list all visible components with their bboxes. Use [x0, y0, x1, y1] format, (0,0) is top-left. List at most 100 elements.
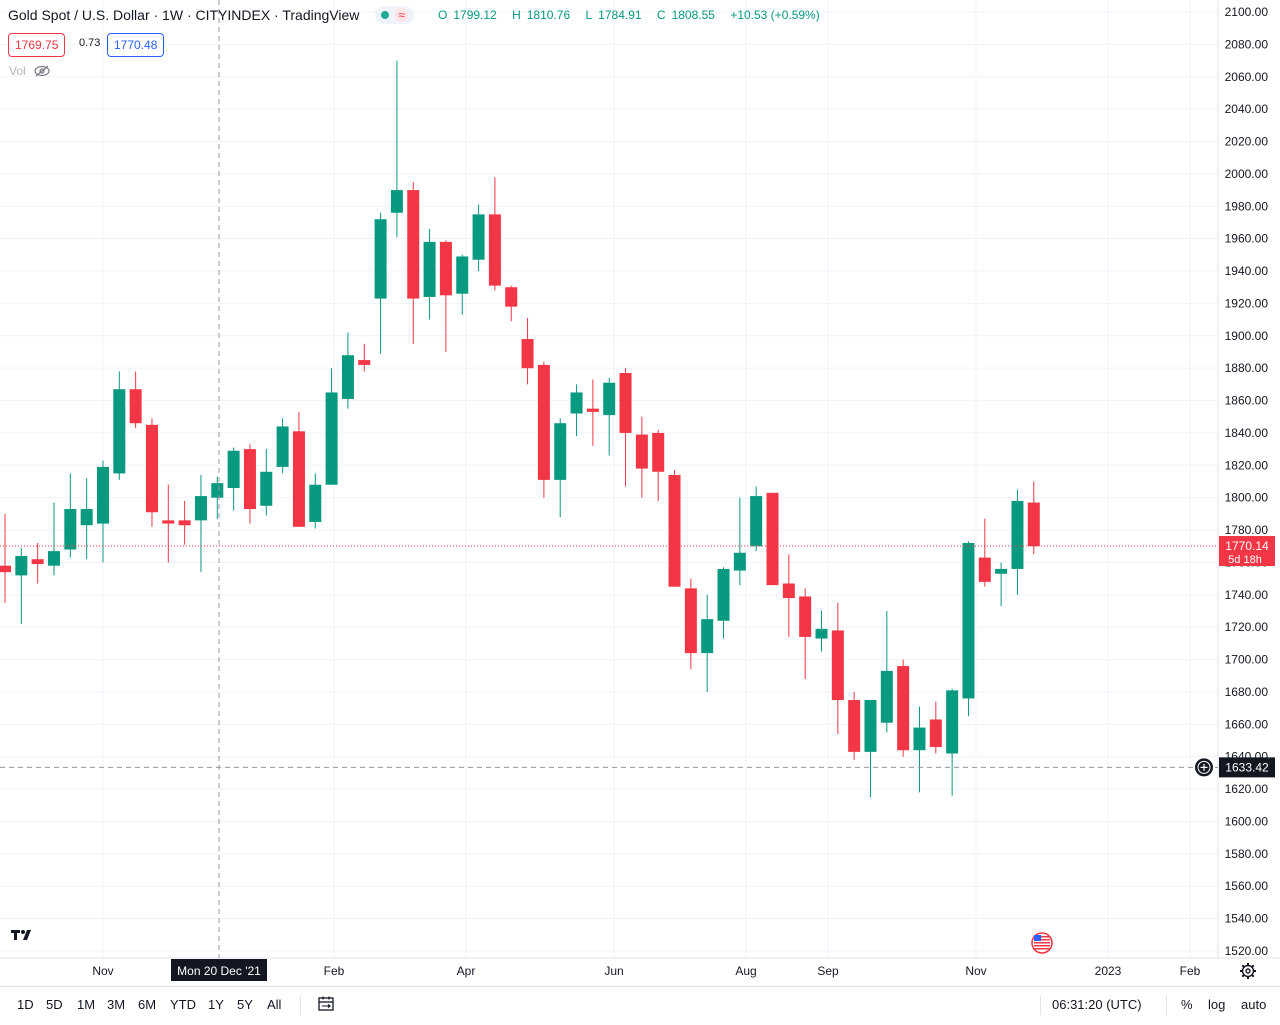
auto-toggle[interactable]: auto — [1241, 997, 1267, 1012]
spread-value: 0.73 — [79, 37, 101, 49]
candle — [47, 502, 60, 576]
candle-body — [390, 190, 403, 213]
log-toggle[interactable]: log — [1208, 997, 1226, 1012]
candle — [717, 567, 730, 639]
price-tick-label: 1620.00 — [1225, 782, 1269, 796]
time-tick-label: Nov — [965, 964, 986, 978]
range-3m[interactable]: 3M — [107, 997, 126, 1012]
price-tick-label: 2100.00 — [1225, 5, 1269, 19]
candle-body — [635, 434, 648, 469]
candle-body — [96, 466, 109, 524]
price-tick-label: 1780.00 — [1225, 523, 1269, 537]
candle — [815, 611, 828, 652]
utc-clock[interactable]: 06:31:20 (UTC) — [1052, 997, 1142, 1012]
candle-body — [178, 520, 191, 526]
range-6m[interactable]: 6M — [138, 997, 157, 1012]
market-status[interactable]: ≈ — [375, 6, 414, 24]
candle-body — [717, 568, 730, 621]
candle — [292, 411, 305, 527]
price-tick-label: 2020.00 — [1225, 135, 1269, 149]
range-1m[interactable]: 1M — [77, 997, 96, 1012]
price-tick-label: 1700.00 — [1225, 653, 1269, 667]
time-axis[interactable]: Nov Feb Apr Jun Aug Sep Nov 2023 Feb — [92, 964, 1200, 978]
open-value: 1799.12 — [453, 8, 497, 22]
price-tick-label: 1840.00 — [1225, 426, 1269, 440]
candle-body — [227, 450, 240, 488]
gear-icon[interactable] — [1239, 962, 1257, 980]
range-1d[interactable]: 1D — [17, 997, 34, 1012]
buy-button[interactable]: 1770.48 — [107, 33, 165, 57]
current-price-label: 1770.14 — [1225, 539, 1269, 553]
range-5y[interactable]: 5Y — [237, 997, 253, 1012]
time-tick-label: Aug — [735, 964, 756, 978]
candle — [260, 449, 273, 516]
candle-body — [815, 628, 828, 639]
time-tick-label: Feb — [1180, 964, 1201, 978]
flag-stripe — [1034, 936, 1050, 938]
flag-stripe — [1034, 945, 1050, 947]
sell-button[interactable]: 1769.75 — [8, 33, 66, 57]
time-tick-label: Apr — [457, 964, 476, 978]
candle-body — [913, 727, 926, 751]
candle — [701, 594, 714, 692]
candle — [243, 444, 256, 524]
range-ytd[interactable]: YTD — [170, 997, 196, 1012]
range-5d[interactable]: 5D — [46, 997, 63, 1012]
percent-toggle[interactable]: % — [1181, 997, 1193, 1012]
candle-body — [521, 339, 534, 369]
candle-body — [1011, 500, 1024, 569]
price-tick-label: 1820.00 — [1225, 458, 1269, 472]
candle-body — [586, 408, 599, 412]
candle — [423, 228, 436, 320]
symbol-title[interactable]: Gold Spot / U.S. Dollar · 1W · CITYINDEX… — [8, 7, 360, 23]
candle — [456, 254, 469, 315]
candle-body — [31, 559, 44, 565]
eye-hidden-icon[interactable] — [34, 65, 50, 77]
candle-body — [864, 700, 877, 752]
candle — [341, 332, 354, 409]
countdown-label: 5d 18h — [1228, 554, 1262, 566]
range-1y[interactable]: 1Y — [208, 997, 224, 1012]
candles-series — [0, 60, 1040, 798]
candle — [831, 602, 844, 735]
price-tick-label: 1940.00 — [1225, 264, 1269, 278]
high-value: 1810.76 — [526, 8, 571, 22]
candle — [880, 611, 893, 733]
flag-stripe — [1034, 948, 1050, 950]
candle-body — [929, 719, 942, 748]
candle-body — [799, 596, 812, 637]
price-tick-label: 1580.00 — [1225, 847, 1269, 861]
price-tick-label: 1680.00 — [1225, 685, 1269, 699]
candle-body — [733, 552, 746, 571]
toolbar-divider — [300, 995, 301, 1015]
tradingview-logo-icon[interactable] — [10, 926, 38, 946]
candle — [864, 700, 877, 798]
price-tick-label: 2000.00 — [1225, 167, 1269, 181]
candle — [750, 486, 763, 552]
candle-body — [456, 256, 469, 294]
volume-indicator[interactable]: Vol — [9, 64, 50, 78]
bottom-toolbar: 1D 5D 1M 3M 6M YTD 1Y 5Y All 06:31:20 (U… — [0, 986, 1280, 1025]
time-tick-label: 2023 — [1095, 964, 1122, 978]
candle-body — [782, 583, 795, 599]
price-chart[interactable]: 2100.00 2080.00 2060.00 2040.00 2020.00 2000.… — [0, 0, 1280, 986]
candle — [733, 497, 746, 586]
candle-body — [325, 392, 338, 485]
candle — [407, 181, 420, 344]
toolbar-divider — [1166, 995, 1167, 1015]
price-axis[interactable]: 2100.00 2080.00 2060.00 2040.00 2020.00 2000.… — [1225, 5, 1269, 958]
range-all[interactable]: All — [267, 997, 282, 1012]
candle-body — [619, 373, 632, 433]
candle — [929, 701, 942, 754]
candle — [799, 588, 812, 680]
candle-body — [488, 214, 501, 286]
candle — [31, 543, 44, 584]
price-tick-label: 1860.00 — [1225, 394, 1269, 408]
candle — [358, 343, 371, 372]
price-tick-label: 1880.00 — [1225, 361, 1269, 375]
price-tick-label: 1740.00 — [1225, 588, 1269, 602]
candle — [537, 361, 550, 498]
calendar-range-icon[interactable] — [317, 995, 335, 1013]
candle-body — [64, 509, 77, 550]
